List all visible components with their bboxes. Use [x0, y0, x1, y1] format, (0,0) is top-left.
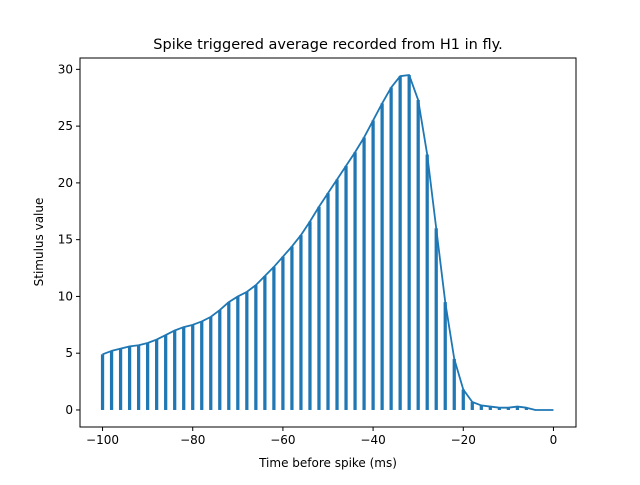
- bar: [407, 75, 411, 410]
- bar: [497, 407, 501, 410]
- bar: [146, 342, 150, 410]
- bar: [290, 246, 294, 410]
- bar: [254, 285, 258, 410]
- chart-title: Spike triggered average recorded from H1…: [153, 37, 502, 53]
- bar: [425, 154, 429, 410]
- y-axis: 0 5 10 15 20 25 30: [58, 62, 80, 417]
- bar: [344, 165, 348, 410]
- bar: [398, 76, 402, 410]
- bar: [443, 302, 447, 410]
- x-tick-label: −80: [180, 433, 205, 447]
- bar: [506, 407, 510, 410]
- bar: [434, 228, 438, 410]
- y-tick-label: 10: [58, 289, 73, 303]
- x-tick-label: −60: [270, 433, 295, 447]
- bar: [164, 335, 168, 410]
- bar: [389, 87, 393, 410]
- x-tick-label: −100: [86, 433, 119, 447]
- bar: [371, 120, 375, 410]
- y-tick-label: 0: [65, 403, 73, 417]
- y-tick-label: 5: [65, 346, 73, 360]
- bars-group: [100, 75, 529, 410]
- bar: [416, 100, 420, 410]
- bar: [299, 235, 303, 410]
- bar: [461, 389, 465, 410]
- bar: [272, 266, 276, 410]
- bar: [182, 327, 186, 410]
- x-tick-label: −40: [360, 433, 385, 447]
- x-tick-label: −20: [451, 433, 476, 447]
- bar: [155, 339, 159, 410]
- bar: [308, 221, 312, 410]
- bar: [362, 137, 366, 410]
- bar: [281, 256, 285, 410]
- bar: [479, 405, 483, 410]
- bar: [218, 310, 222, 410]
- x-axis: −100 −80 −60 −40 −20 0: [86, 427, 557, 447]
- bar: [263, 275, 267, 410]
- bar: [118, 348, 123, 410]
- bar: [470, 402, 474, 410]
- bar: [353, 152, 357, 410]
- bar: [191, 324, 195, 410]
- bar: [524, 407, 529, 410]
- y-tick-label: 25: [58, 119, 73, 133]
- line-group: [102, 74, 554, 411]
- bar: [326, 193, 330, 410]
- bar: [100, 354, 105, 410]
- bar: [127, 346, 132, 410]
- y-tick-label: 20: [58, 176, 73, 190]
- bar: [317, 206, 321, 410]
- bar: [245, 291, 249, 410]
- y-tick-label: 15: [58, 233, 73, 247]
- bar: [380, 103, 384, 410]
- bar: [335, 179, 339, 410]
- bar: [136, 345, 141, 410]
- bar: [109, 350, 114, 410]
- bar: [488, 406, 492, 410]
- y-tick-label: 30: [58, 62, 73, 76]
- bar: [227, 302, 231, 410]
- series-line: [102, 74, 554, 411]
- bar: [236, 296, 240, 410]
- plot-frame: [79, 57, 577, 428]
- bar: [200, 321, 204, 410]
- bar: [515, 406, 520, 410]
- bar: [209, 316, 213, 410]
- x-axis-label: Time before spike (ms): [258, 456, 397, 470]
- y-axis-label: Stimulus value: [32, 198, 46, 287]
- bar: [452, 358, 456, 410]
- x-tick-label: 0: [550, 433, 558, 447]
- bar: [173, 330, 177, 410]
